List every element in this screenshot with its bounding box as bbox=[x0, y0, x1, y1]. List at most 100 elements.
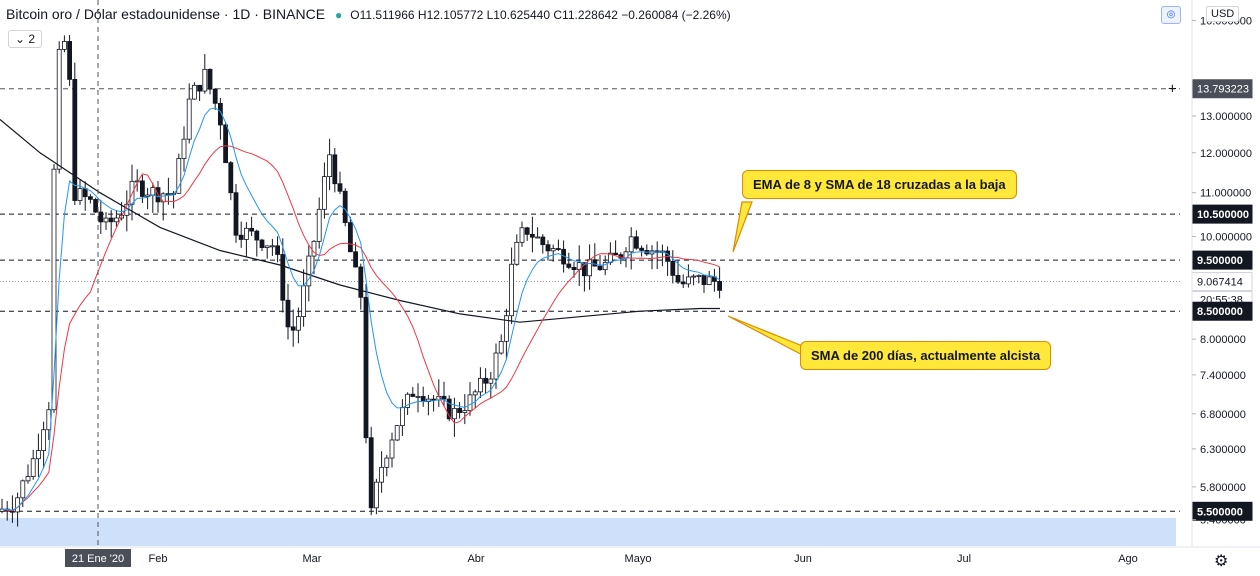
candle-body bbox=[327, 154, 333, 178]
candle-body bbox=[9, 510, 15, 513]
candle-body bbox=[550, 248, 556, 252]
candle-body bbox=[202, 68, 208, 92]
candle-body bbox=[285, 299, 291, 328]
candle-body bbox=[530, 233, 535, 238]
candle-body bbox=[0, 508, 5, 512]
candle-body bbox=[88, 196, 93, 200]
candle-body bbox=[597, 265, 603, 271]
candle-body bbox=[186, 98, 192, 140]
candle-body bbox=[254, 230, 260, 241]
candle-body bbox=[108, 217, 114, 223]
callout-sma200: SMA de 200 días, actualmente alcista bbox=[800, 341, 1052, 370]
candle-body bbox=[233, 192, 239, 236]
candle-body bbox=[379, 466, 385, 483]
candle-body bbox=[160, 193, 166, 203]
callout-arrow-top bbox=[732, 201, 753, 253]
candle-body bbox=[82, 188, 88, 198]
candle-body bbox=[306, 255, 312, 287]
price-level-label: 5.500000 bbox=[1197, 506, 1243, 518]
indicators-toggle[interactable]: ⌄ 2 bbox=[8, 30, 43, 48]
camera-icon[interactable]: ◎ bbox=[1161, 6, 1181, 24]
candle-body bbox=[467, 394, 473, 412]
candle-body bbox=[399, 407, 405, 427]
price-level-label: 9.500000 bbox=[1197, 255, 1243, 267]
y-tick-label: 12.000000 bbox=[1200, 148, 1252, 160]
candle-body bbox=[93, 198, 98, 213]
candle-body bbox=[472, 391, 478, 396]
candle-body bbox=[264, 245, 270, 248]
candle-body bbox=[493, 352, 499, 380]
candle-body bbox=[30, 458, 36, 477]
candle-body bbox=[535, 236, 540, 239]
candle-body bbox=[62, 41, 67, 50]
candle-body bbox=[114, 217, 119, 223]
candle-body bbox=[488, 378, 494, 384]
candle-body bbox=[639, 247, 644, 251]
currency-button[interactable]: USD bbox=[1206, 6, 1240, 22]
callout-ema-sma-cross: EMA de 8 y SMA de 18 cruzadas a la baja bbox=[742, 170, 1017, 199]
candle-body bbox=[410, 393, 416, 397]
x-tick-label: Feb bbox=[149, 553, 168, 565]
price-level-label: 9.067414 bbox=[1197, 277, 1243, 289]
candle-body bbox=[582, 262, 587, 277]
candle-body bbox=[680, 281, 686, 285]
candle-body bbox=[332, 154, 338, 185]
y-tick-label: 5.400000 bbox=[1200, 515, 1246, 527]
price-level-label: 8.500000 bbox=[1197, 306, 1243, 318]
candle-body bbox=[363, 296, 369, 439]
candle-body bbox=[145, 194, 151, 197]
candle-body bbox=[342, 190, 348, 223]
candle-body bbox=[275, 245, 281, 255]
candle-body bbox=[405, 393, 411, 408]
candle-body bbox=[207, 68, 213, 90]
candle-body bbox=[347, 222, 353, 253]
symbol-title[interactable]: Bitcoin oro / Dólar estadounidense · 1D … bbox=[6, 6, 326, 22]
candle-body bbox=[15, 497, 21, 513]
candle-body bbox=[197, 84, 203, 92]
y-tick-label: 5.800000 bbox=[1200, 482, 1246, 494]
candle-body bbox=[519, 227, 525, 243]
candle-body bbox=[249, 227, 255, 232]
candle-body bbox=[571, 267, 577, 270]
x-tick-label: Mar bbox=[303, 553, 322, 565]
candle-body bbox=[451, 408, 457, 420]
candle-body bbox=[176, 158, 182, 194]
candle-body bbox=[165, 193, 171, 195]
candle-body bbox=[634, 236, 639, 249]
market-status-icon: ● bbox=[335, 8, 343, 22]
candle-body bbox=[592, 259, 598, 267]
candle-body bbox=[691, 275, 696, 278]
candle-body bbox=[72, 78, 78, 201]
candle-body bbox=[457, 408, 463, 413]
candle-body bbox=[36, 450, 41, 460]
candle-body bbox=[321, 176, 327, 210]
candle-body bbox=[311, 240, 317, 257]
candle-body bbox=[301, 285, 307, 317]
candle-body bbox=[670, 260, 676, 276]
candle-body bbox=[77, 188, 83, 201]
candle-body bbox=[290, 326, 296, 331]
candle-body bbox=[20, 480, 26, 499]
y-tick-label: 13.000000 bbox=[1200, 111, 1252, 123]
x-tick-label: Mayo bbox=[625, 553, 652, 565]
candle-body bbox=[498, 340, 504, 354]
candle-body bbox=[67, 41, 72, 80]
x-tick-label: Jul bbox=[957, 553, 971, 565]
candle-body bbox=[51, 168, 57, 411]
y-tick-label: 11.000000 bbox=[1200, 188, 1251, 200]
candle-body bbox=[602, 261, 608, 271]
gear-icon[interactable]: ⚙ bbox=[1214, 553, 1229, 570]
candle-body bbox=[514, 241, 520, 265]
candle-body bbox=[191, 84, 197, 100]
candle-body bbox=[415, 396, 421, 398]
candle-body bbox=[98, 211, 104, 223]
candle-body bbox=[384, 457, 390, 468]
candle-body bbox=[223, 124, 229, 164]
x-tick-label: 21 Ene '20 bbox=[72, 553, 124, 565]
candle-body bbox=[446, 398, 452, 420]
candle-body bbox=[686, 276, 691, 285]
candle-body bbox=[431, 398, 437, 401]
indicator-count: 2 bbox=[28, 32, 36, 46]
price-level-label: 13.793223 bbox=[1197, 84, 1249, 96]
